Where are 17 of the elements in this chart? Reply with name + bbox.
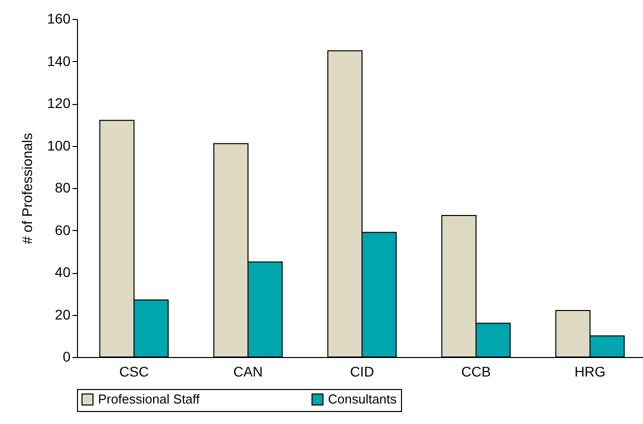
y-tick-label: 100 <box>47 137 71 154</box>
x-tick-label: HRG <box>574 364 606 380</box>
y-tick-label: 120 <box>47 95 71 111</box>
x-tick-label: CSC <box>119 364 149 380</box>
y-tick-label: 40 <box>54 264 71 280</box>
y-tick-label: 80 <box>54 180 71 196</box>
legend-label: Consultants <box>328 392 398 407</box>
x-tick-label: CID <box>350 364 374 380</box>
y-tick-label: 60 <box>54 222 71 238</box>
y-axis-title: # of Professionals <box>19 132 36 244</box>
x-tick-label: CCB <box>461 364 491 380</box>
y-tick-label: 140 <box>47 52 71 69</box>
y-tick-label: 20 <box>54 306 71 322</box>
legend-label: Professional Staff <box>98 392 200 407</box>
y-tick-label: 0 <box>62 348 71 364</box>
x-tick-label: CAN <box>233 364 263 380</box>
y-tick-label: 160 <box>47 10 71 26</box>
